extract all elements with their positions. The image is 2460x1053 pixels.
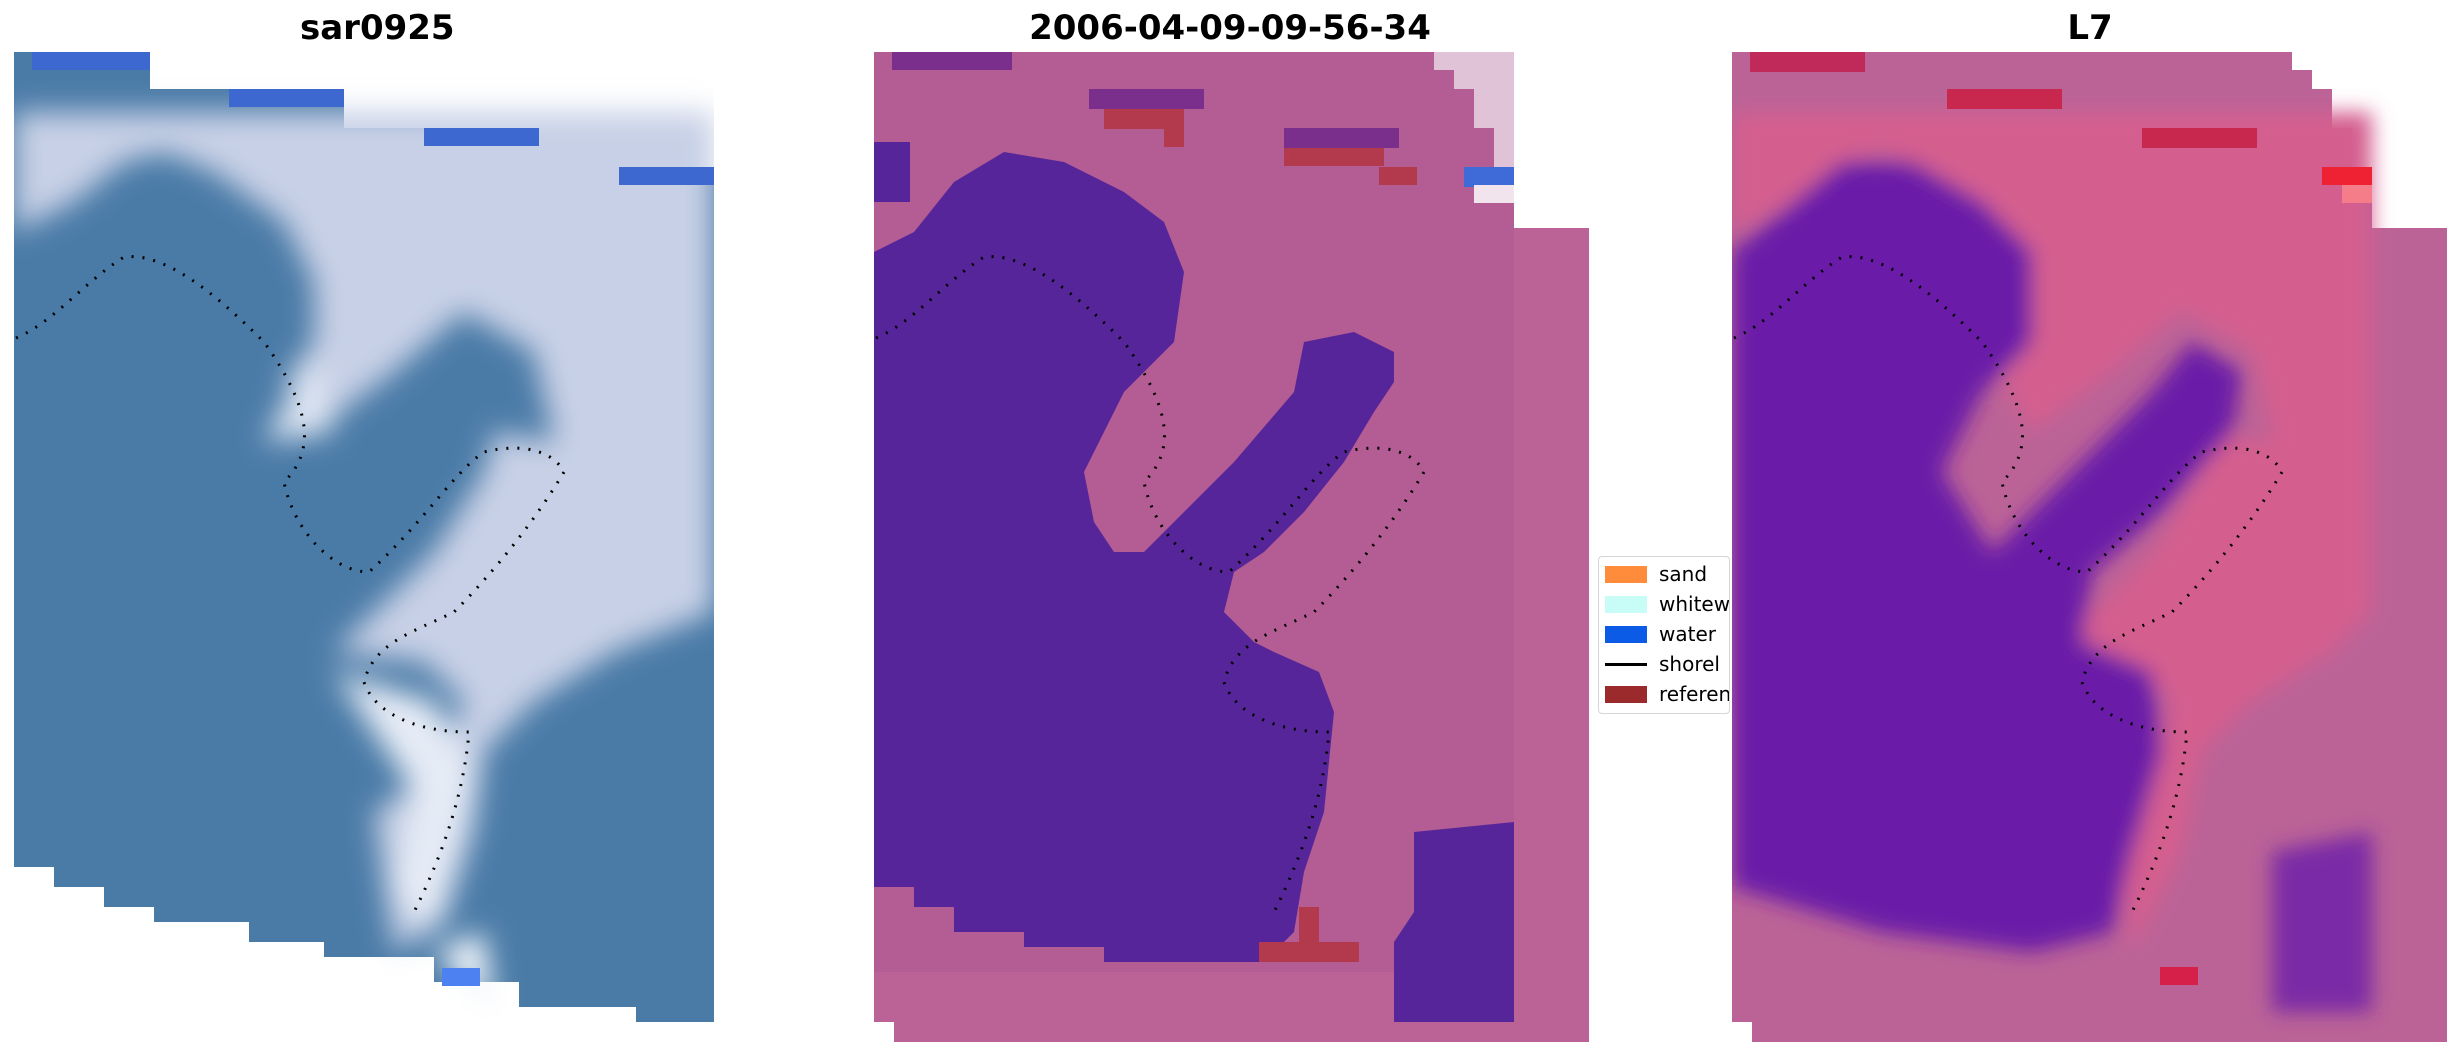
legend-item-sand: sand: [1605, 561, 1707, 587]
panel-title-l7: L7: [2067, 8, 2113, 48]
legend-item-whitewater: whitew: [1605, 591, 1730, 617]
panel-title-classified: 2006-04-09-09-56-34: [1029, 8, 1431, 48]
legend-label: whitew: [1659, 592, 1730, 616]
legend-item-reference: referen: [1605, 681, 1730, 707]
legend-label: referen: [1659, 682, 1730, 706]
classification-legend: sand whitew water shorel referen: [1598, 556, 1730, 714]
classified-image-panel: [874, 52, 1589, 1042]
legend-swatch-water: [1605, 625, 1647, 643]
legend-line-shoreline: [1605, 662, 1647, 666]
panel-title-rgb: sar0925: [300, 8, 455, 48]
legend-label: shorel: [1659, 652, 1720, 676]
legend-item-shoreline: shorel: [1605, 651, 1720, 677]
legend-swatch-reference: [1605, 685, 1647, 703]
l7-image-panel: [1732, 52, 2447, 1042]
legend-swatch-sand: [1605, 565, 1647, 583]
rgb-image-panel: [14, 52, 714, 1022]
legend-label: water: [1659, 622, 1716, 646]
legend-swatch-whitewater: [1605, 595, 1647, 613]
legend-item-water: water: [1605, 621, 1716, 647]
legend-label: sand: [1659, 562, 1708, 586]
